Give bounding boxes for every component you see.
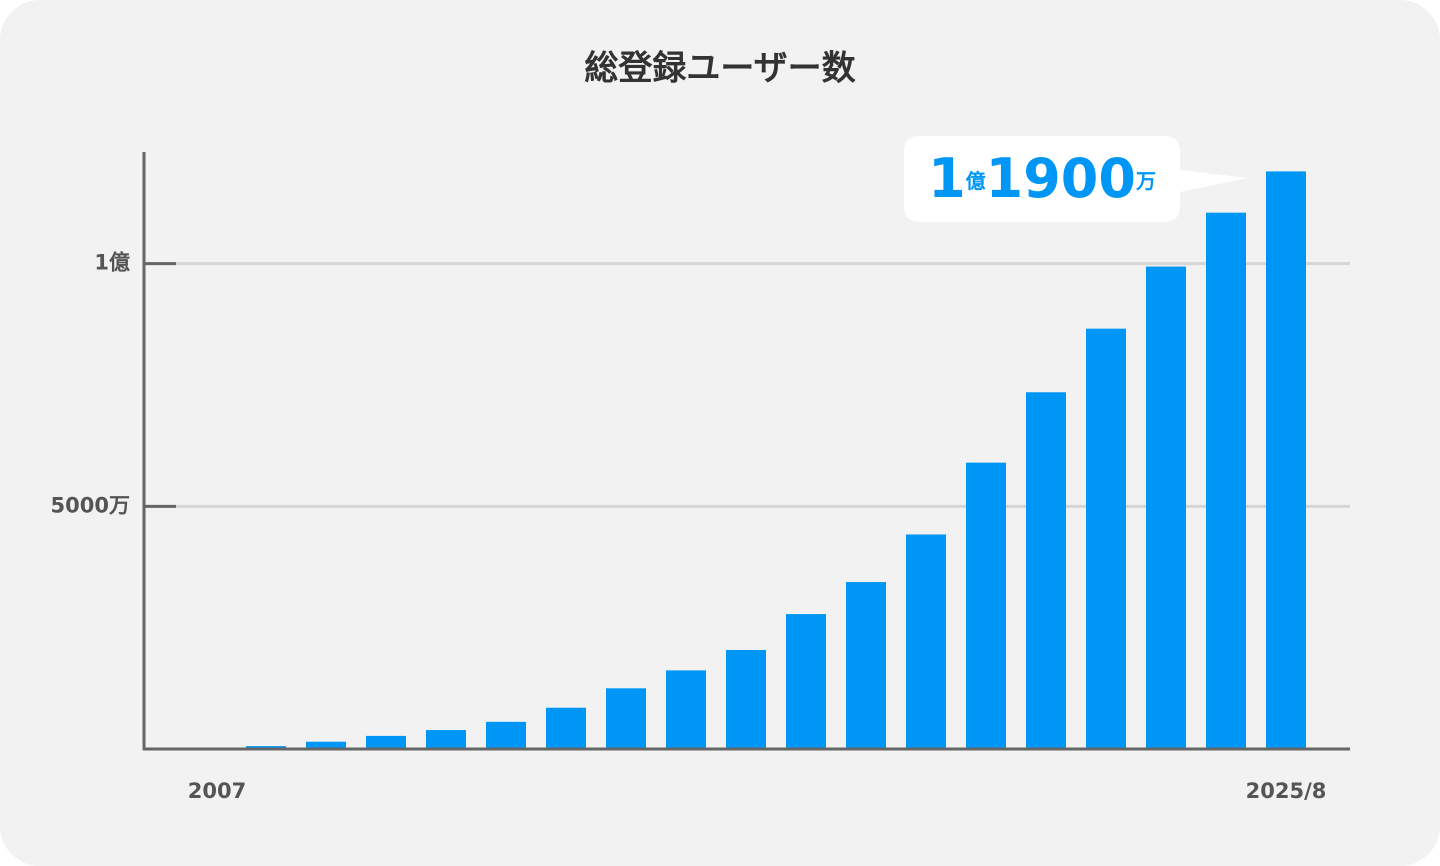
x-tick-label: 2007 [188,779,246,803]
value-label-part: 万 [1135,169,1156,193]
bar [306,741,346,749]
bar [666,670,706,749]
y-tick-label: 1億 [94,251,130,275]
value-label-part: 1900 [986,147,1136,210]
bar [426,730,466,749]
bar [1146,266,1186,749]
bar [486,721,526,749]
value-label: 1億1900万 [928,147,1156,210]
bar [1266,171,1306,750]
bar [546,707,586,749]
callout-box [904,136,1248,222]
chart-title: 総登録ユーザー数 [584,49,855,89]
bar [606,688,646,749]
bar [846,582,886,749]
x-tick-label: 2025/8 [1246,779,1327,803]
bar [726,649,766,749]
value-label-part: 億 [966,169,986,193]
y-tick-label: 5000万 [51,493,130,517]
bar [966,462,1006,749]
bar [366,735,406,749]
bar [1206,212,1246,750]
bar [1026,392,1066,749]
bar [786,614,826,749]
bar [906,534,946,749]
bar [1086,328,1126,749]
value-label-part: 1 [928,147,966,210]
